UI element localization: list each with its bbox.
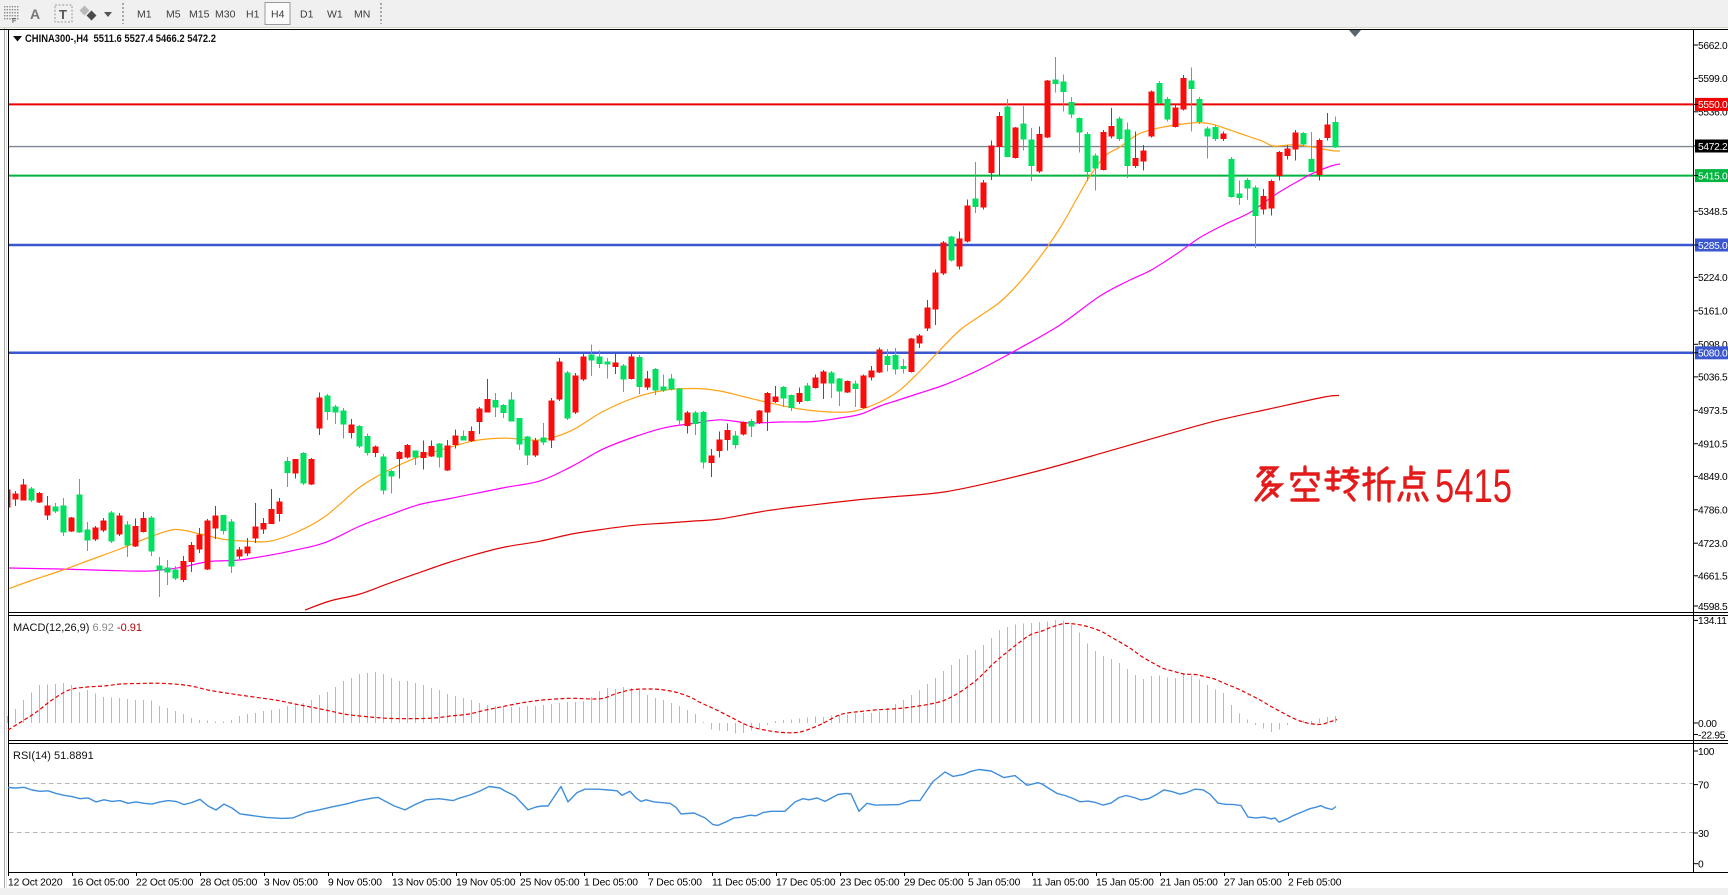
svg-text:MACD(12,26,9) 6.92 -0.91: MACD(12,26,9) 6.92 -0.91 xyxy=(13,622,142,634)
svg-text:70: 70 xyxy=(1698,780,1709,791)
svg-text:W1: W1 xyxy=(327,9,343,21)
svg-text:3 Nov 05:00: 3 Nov 05:00 xyxy=(264,878,318,889)
svg-text:5285.0: 5285.0 xyxy=(1698,241,1728,252)
svg-text:5 Jan 05:00: 5 Jan 05:00 xyxy=(968,878,1021,889)
svg-text:5599.0: 5599.0 xyxy=(1698,74,1728,85)
svg-text:4661.5: 4661.5 xyxy=(1698,572,1728,583)
svg-text:M5: M5 xyxy=(166,9,181,21)
svg-text:7 Dec 05:00: 7 Dec 05:00 xyxy=(648,878,702,889)
svg-text:134.11: 134.11 xyxy=(1698,616,1727,627)
svg-text:5415.0: 5415.0 xyxy=(1698,171,1728,182)
svg-text:5472.2: 5472.2 xyxy=(1698,142,1728,153)
svg-text:29 Dec 05:00: 29 Dec 05:00 xyxy=(904,878,964,889)
svg-text:A: A xyxy=(30,6,40,22)
svg-text:25 Nov 05:00: 25 Nov 05:00 xyxy=(520,878,580,889)
svg-text:5415: 5415 xyxy=(1435,459,1512,512)
svg-text:RSI(14) 51.8891: RSI(14) 51.8891 xyxy=(13,750,94,762)
svg-text:5224.0: 5224.0 xyxy=(1698,273,1728,284)
svg-text:5098.0: 5098.0 xyxy=(1698,340,1728,351)
svg-text:2 Feb 05:00: 2 Feb 05:00 xyxy=(1288,878,1342,889)
svg-text:5662.0: 5662.0 xyxy=(1698,41,1728,52)
svg-text:5536.0: 5536.0 xyxy=(1698,108,1728,119)
svg-text:M15: M15 xyxy=(189,9,210,21)
svg-text:D1: D1 xyxy=(300,9,314,21)
svg-text:1 Dec 05:00: 1 Dec 05:00 xyxy=(584,878,638,889)
svg-text:5161.0: 5161.0 xyxy=(1698,307,1728,318)
svg-text:MN: MN xyxy=(354,9,370,21)
svg-text:16 Oct 05:00: 16 Oct 05:00 xyxy=(72,878,130,889)
svg-text:11 Dec 05:00: 11 Dec 05:00 xyxy=(712,878,771,889)
svg-text:17 Dec 05:00: 17 Dec 05:00 xyxy=(776,878,836,889)
svg-text:T: T xyxy=(59,7,67,22)
svg-text:H4: H4 xyxy=(271,9,285,21)
svg-text:28 Oct 05:00: 28 Oct 05:00 xyxy=(200,878,258,889)
svg-text:M30: M30 xyxy=(215,9,236,21)
svg-text:H1: H1 xyxy=(246,9,260,21)
svg-text:M1: M1 xyxy=(137,9,152,21)
svg-text:-22.95: -22.95 xyxy=(1698,730,1726,741)
svg-text:5550.0: 5550.0 xyxy=(1698,100,1728,111)
svg-text:F: F xyxy=(12,18,16,25)
svg-text:27 Jan 05:00: 27 Jan 05:00 xyxy=(1224,878,1282,889)
svg-text:100: 100 xyxy=(1698,747,1715,758)
svg-text:19 Nov 05:00: 19 Nov 05:00 xyxy=(456,878,516,889)
svg-text:30: 30 xyxy=(1698,829,1709,840)
svg-text:21 Jan 05:00: 21 Jan 05:00 xyxy=(1160,878,1218,889)
svg-text:12 Oct 2020: 12 Oct 2020 xyxy=(8,878,63,889)
svg-text:23 Dec 05:00: 23 Dec 05:00 xyxy=(840,878,900,889)
svg-text:4849.0: 4849.0 xyxy=(1698,472,1728,483)
svg-text:5348.5: 5348.5 xyxy=(1698,207,1728,218)
svg-text:15 Jan 05:00: 15 Jan 05:00 xyxy=(1096,878,1154,889)
svg-text:4973.5: 4973.5 xyxy=(1698,406,1728,417)
svg-text:9 Nov 05:00: 9 Nov 05:00 xyxy=(328,878,382,889)
svg-text:4598.5: 4598.5 xyxy=(1698,602,1728,613)
svg-text:0: 0 xyxy=(1698,860,1704,871)
svg-text:5036.5: 5036.5 xyxy=(1698,373,1728,384)
svg-text:4910.5: 4910.5 xyxy=(1698,440,1728,451)
svg-text:5080.0: 5080.0 xyxy=(1698,349,1728,360)
svg-text:13 Nov 05:00: 13 Nov 05:00 xyxy=(392,878,452,889)
svg-text:22 Oct 05:00: 22 Oct 05:00 xyxy=(136,878,194,889)
svg-text:4786.0: 4786.0 xyxy=(1698,506,1728,517)
svg-text:0.00: 0.00 xyxy=(1698,719,1717,730)
svg-text:4723.0: 4723.0 xyxy=(1698,539,1728,550)
svg-text:CHINA300-,H4 5511.6 5527.4 54: CHINA300-,H4 5511.6 5527.4 5466.2 5472.2 xyxy=(25,33,216,45)
svg-text:11 Jan 05:00: 11 Jan 05:00 xyxy=(1032,878,1089,889)
